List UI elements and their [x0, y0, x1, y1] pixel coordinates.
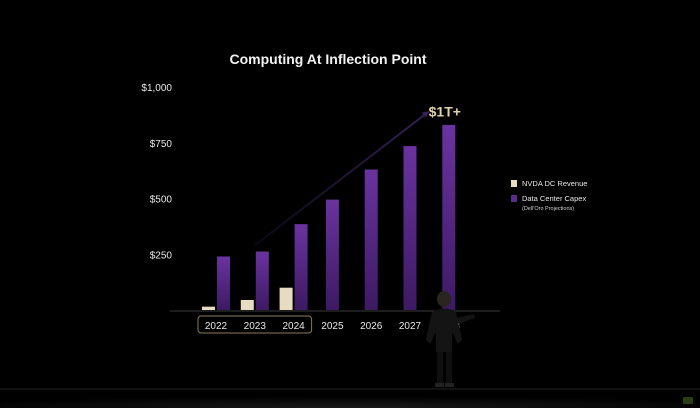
stage-floor	[0, 388, 700, 408]
chart-title: Computing At Inflection Point	[229, 51, 426, 67]
legend-label-0: NVDA DC Revenue	[522, 179, 587, 188]
annotation-label: $1T+	[429, 104, 461, 120]
bar-data-center-capex-2028	[442, 124, 456, 310]
y-tick-label: $750	[150, 139, 173, 150]
x-tick-label-2026: 2026	[360, 321, 383, 332]
y-tick-label: $250	[150, 250, 173, 261]
trend-line	[254, 110, 430, 247]
bar-data-center-capex-2022	[217, 256, 230, 310]
y-tick-label: $1,000	[141, 83, 172, 94]
bar-nvda-dc-revenue-2023	[240, 299, 254, 310]
y-axis: $250 $500 $750 $1,000	[141, 83, 172, 261]
legend-label-1: Data Center Capex	[522, 194, 586, 203]
legend: NVDA DC Revenue Data Center Capex (Dell'Or…	[511, 179, 587, 212]
trend-arrow-head	[421, 111, 429, 118]
bar-nvda-dc-revenue-2024	[279, 287, 293, 310]
legend-note: (Dell'Oro Projections)	[522, 206, 574, 212]
presenter-figure	[426, 291, 475, 387]
y-tick-label: $500	[150, 195, 173, 206]
x-tick-label-2027: 2027	[399, 321, 422, 332]
x-tick-label-2022: 2022	[205, 321, 228, 332]
bar-data-center-capex-2024	[294, 224, 308, 310]
bar-data-center-capex-2023	[255, 251, 269, 310]
bar-data-center-capex-2027	[403, 146, 417, 310]
legend-swatch-0	[511, 180, 517, 187]
x-tick-label-2024: 2024	[282, 321, 305, 332]
bar-data-center-capex-2026	[364, 169, 378, 310]
legend-swatch-1	[511, 195, 517, 202]
x-tick-label-2023: 2023	[244, 321, 267, 332]
bar-nvda-dc-revenue-2022	[202, 306, 215, 310]
bar-data-center-capex-2025	[325, 199, 339, 310]
logo-watermark	[683, 397, 693, 404]
trend-arrow-line	[254, 110, 430, 247]
bars	[202, 124, 456, 310]
historical-years-box	[197, 315, 313, 334]
x-tick-label-2025: 2025	[321, 321, 344, 332]
